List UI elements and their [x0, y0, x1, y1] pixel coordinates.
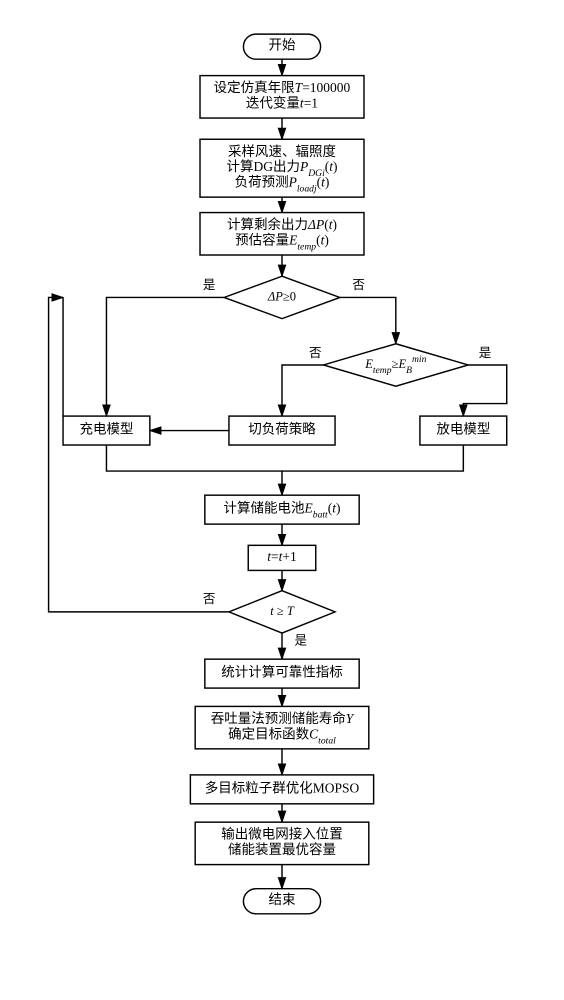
- node-n3: 计算剩余出力ΔP(t)预估容量Etemp(t): [200, 213, 364, 255]
- node-d3: t ≥ T: [229, 591, 335, 633]
- node-text: t=t+1: [267, 549, 297, 564]
- node-charge: 充电模型: [63, 416, 150, 445]
- node-n9: 输出微电网接入位置储能装置最优容量: [195, 822, 369, 864]
- edge-label: 是: [295, 634, 308, 648]
- node-text: 储能装置最优容量: [228, 841, 336, 857]
- node-text: 开始: [269, 38, 296, 53]
- flow-edge: [463, 365, 506, 416]
- node-text: 输出微电网接入位置: [221, 826, 342, 842]
- node-text: 切负荷策略: [248, 421, 316, 437]
- node-text: ΔP≥0: [267, 289, 296, 303]
- node-n2: 采样风速、辐照度计算DG出力PDGi(t)负荷预测Ploadj(t): [200, 139, 364, 197]
- node-n1: 设定仿真年限T=100000迭代变量t=1: [200, 76, 364, 118]
- edge-label: 是: [203, 278, 216, 292]
- node-shed: 切负荷策略: [229, 416, 335, 445]
- node-text: 计算剩余出力ΔP(t): [227, 216, 337, 232]
- node-d1: ΔP≥0: [224, 276, 340, 318]
- node-discharge: 放电模型: [420, 416, 507, 445]
- node-n4: 计算储能电池Ebatt(t): [205, 495, 359, 524]
- node-text: 统计计算可靠性指标: [221, 665, 342, 680]
- flow-edge: [49, 297, 229, 611]
- edge-label: 否: [352, 278, 365, 292]
- node-text: 放电模型: [436, 422, 490, 437]
- flow-edge: [282, 365, 323, 416]
- flow-edge: [106, 297, 224, 416]
- node-text: 迭代变量t=1: [246, 96, 318, 111]
- node-n5: t=t+1: [248, 545, 316, 570]
- node-n8: 多目标粒子群优化MOPSO: [190, 775, 373, 804]
- node-text: 结束: [269, 892, 296, 907]
- edge-label: 是: [479, 346, 492, 360]
- edge-label: 否: [203, 592, 216, 606]
- flow-edge: [106, 445, 282, 495]
- node-text: 采样风速、辐照度: [228, 144, 336, 159]
- flow-edge: [340, 297, 396, 343]
- node-n7: 吞吐量法预测储能寿命Y确定目标函数Ctotal: [195, 706, 369, 748]
- node-text: 多目标粒子群优化MOPSO: [205, 779, 360, 795]
- edge-label: 否: [309, 346, 322, 360]
- node-text: 吞吐量法预测储能寿命Y: [211, 710, 355, 726]
- node-n6: 统计计算可靠性指标: [205, 659, 359, 688]
- flow-edge: [282, 445, 463, 471]
- node-d2: Etemp≥EBmin: [323, 344, 468, 386]
- node-text: 设定仿真年限T=100000: [214, 80, 351, 95]
- node-text: t ≥ T: [270, 604, 295, 618]
- node-start: 开始: [243, 34, 320, 59]
- node-end: 结束: [243, 889, 320, 914]
- node-text: 充电模型: [79, 422, 133, 437]
